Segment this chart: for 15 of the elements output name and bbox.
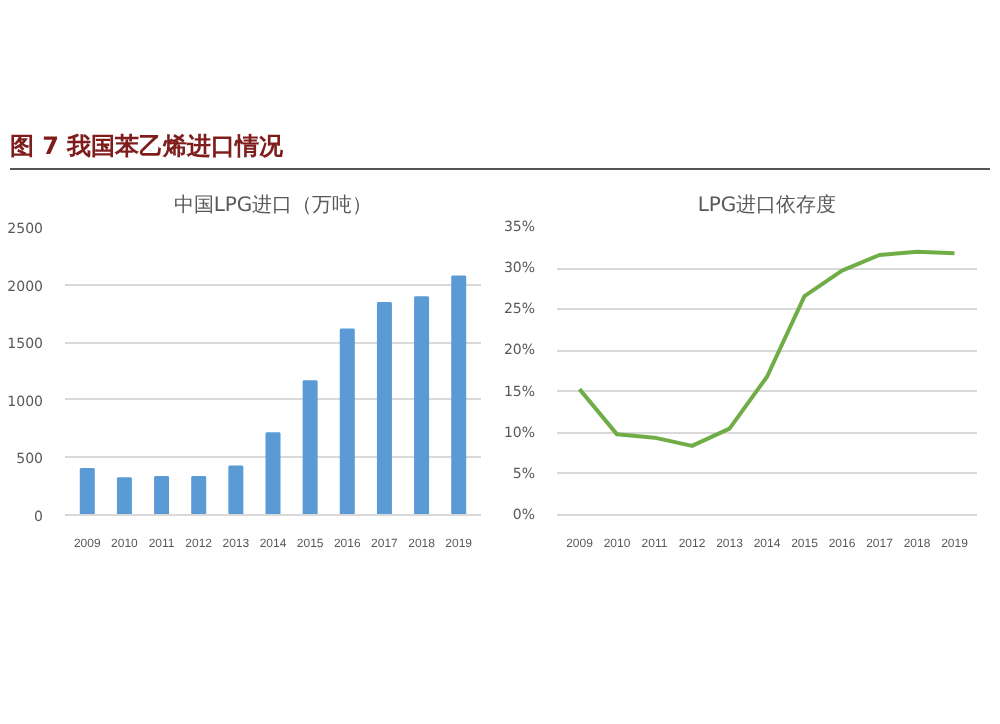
bar [302,380,318,515]
bar [79,467,95,515]
bar [451,275,467,515]
bar [414,296,430,515]
caption: 图 7 我国苯乙烯进口情况 [10,130,284,164]
bar [376,302,392,515]
bar [228,465,244,515]
line-series [577,249,957,448]
bar [339,328,355,515]
bar [116,477,132,515]
bar [154,475,170,515]
chart-title: LPG进口依存度 [697,193,837,217]
bar [191,475,207,515]
bar [265,432,281,515]
chart-title: 中国LPG进口（万吨） [173,193,373,217]
